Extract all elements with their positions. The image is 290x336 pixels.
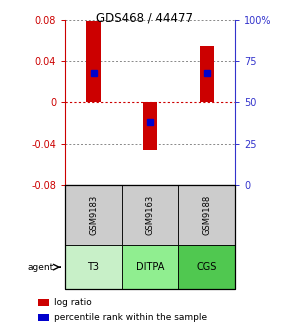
Text: GSM9163: GSM9163 (146, 195, 155, 235)
Text: T3: T3 (88, 262, 99, 272)
Text: CGS: CGS (196, 262, 217, 272)
Text: GSM9188: GSM9188 (202, 195, 211, 235)
Text: GDS468 / 44477: GDS468 / 44477 (97, 12, 193, 25)
Text: DITPA: DITPA (136, 262, 164, 272)
Bar (200, 46, 214, 102)
Bar (143, 102, 157, 150)
Text: GSM9183: GSM9183 (89, 195, 98, 235)
Bar (86, 21, 101, 102)
Text: agent: agent (27, 263, 54, 271)
Text: percentile rank within the sample: percentile rank within the sample (54, 313, 207, 322)
Text: log ratio: log ratio (54, 298, 91, 307)
